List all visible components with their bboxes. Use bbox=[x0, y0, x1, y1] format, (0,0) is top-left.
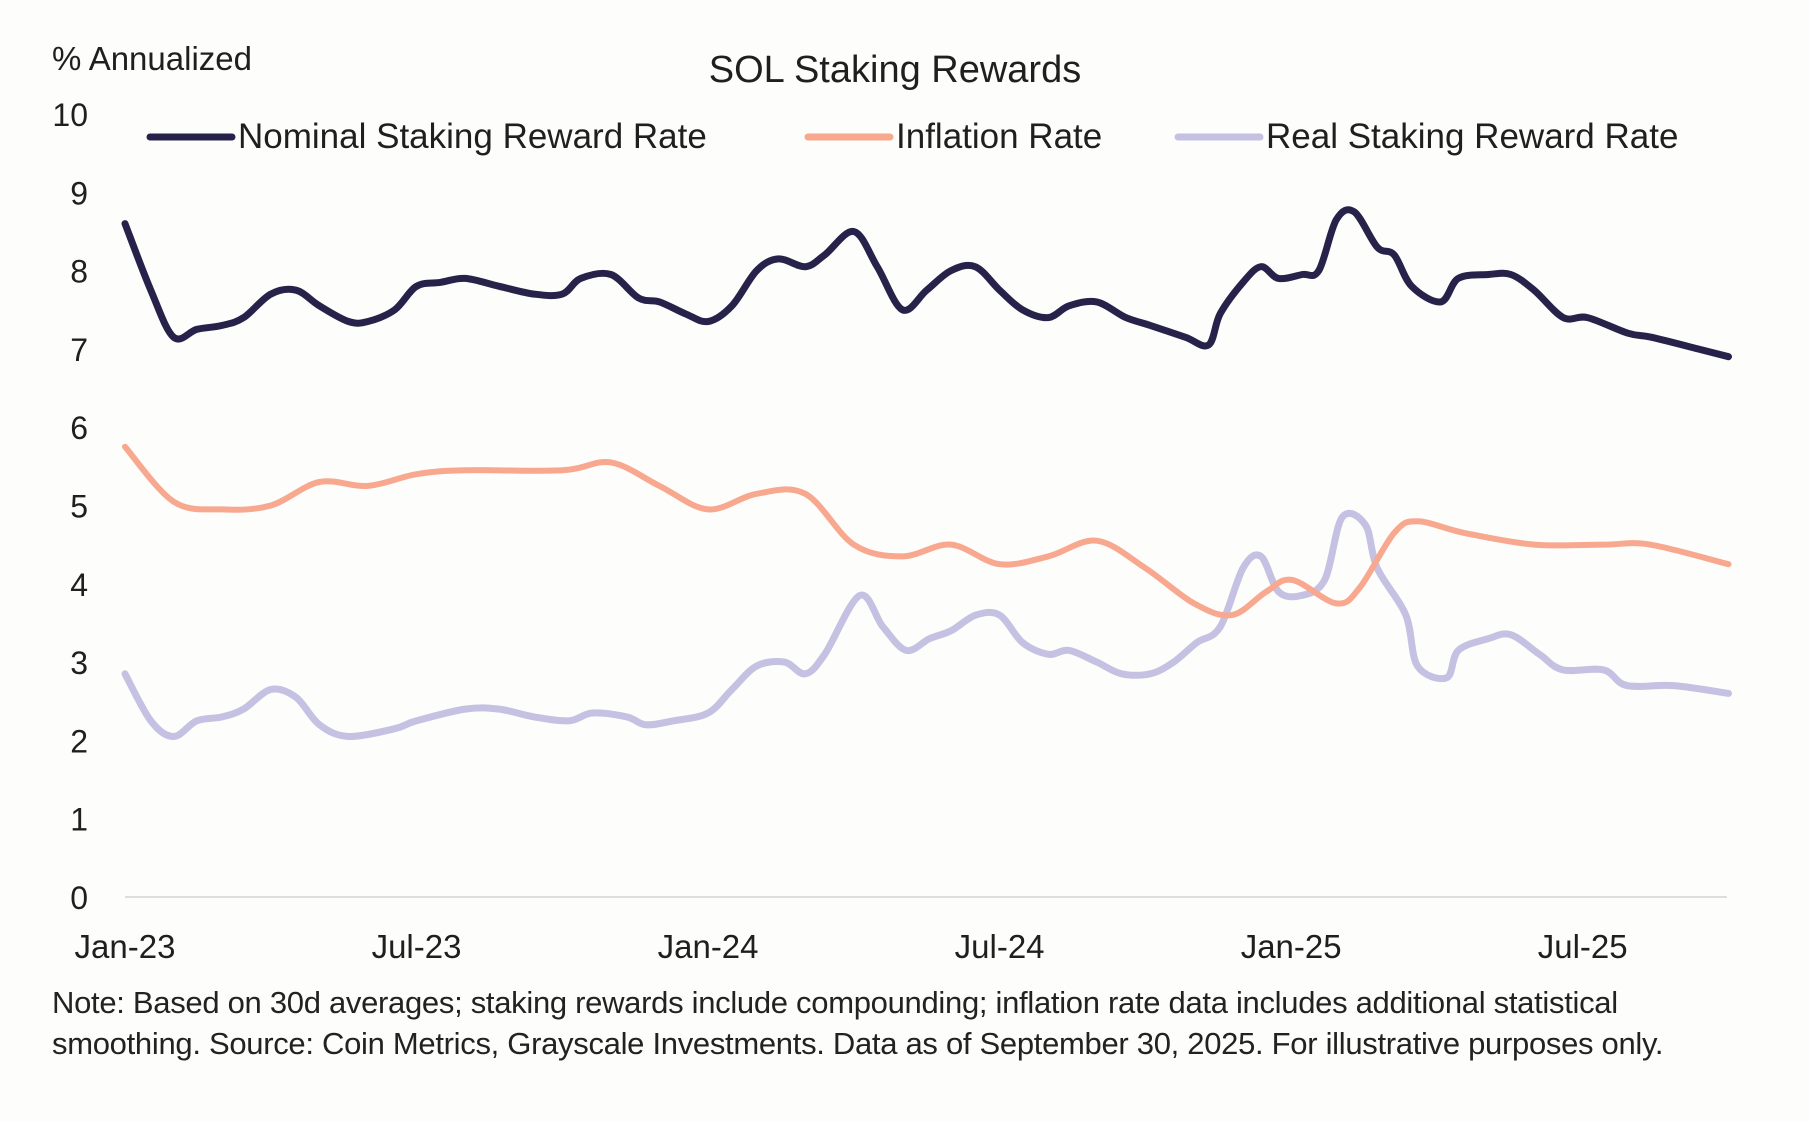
x-tick-label: Jan-25 bbox=[1241, 928, 1342, 965]
y-tick-label: 0 bbox=[70, 880, 88, 916]
real-staking-reward-line bbox=[121, 509, 1732, 741]
x-tick-label: Jul-24 bbox=[955, 928, 1045, 965]
y-tick-label: 9 bbox=[70, 175, 88, 211]
nominal-staking-reward-line bbox=[121, 206, 1732, 361]
legend-label: Nominal Staking Reward Rate bbox=[238, 117, 707, 156]
x-axis-ticks: Jan-23 Jul-23 Jan-24 Jul-24 Jan-25 Jul-25 bbox=[75, 928, 1628, 965]
y-tick-label: 10 bbox=[52, 97, 88, 133]
x-tick-label: Jan-24 bbox=[658, 928, 759, 965]
series-group bbox=[121, 206, 1732, 741]
y-tick-label: 5 bbox=[70, 489, 88, 525]
chart-footnote: Note: Based on 30d averages; staking rew… bbox=[52, 985, 1664, 1061]
y-tick-label: 2 bbox=[70, 723, 88, 759]
y-axis-label: % Annualized bbox=[52, 40, 252, 77]
chart-title: SOL Staking Rewards bbox=[709, 49, 1081, 91]
y-axis-ticks: 0 1 2 3 4 5 6 7 8 9 10 bbox=[52, 97, 88, 916]
legend-label: Real Staking Reward Rate bbox=[1266, 117, 1678, 156]
y-tick-label: 3 bbox=[70, 645, 88, 681]
y-tick-label: 4 bbox=[70, 567, 88, 603]
inflation-rate-line bbox=[122, 443, 1732, 619]
legend: Nominal Staking Reward Rate Inflation Rat… bbox=[146, 117, 1678, 156]
x-tick-label: Jul-25 bbox=[1538, 928, 1628, 965]
y-tick-label: 1 bbox=[70, 802, 88, 838]
x-tick-label: Jan-23 bbox=[75, 928, 176, 965]
legend-label: Inflation Rate bbox=[896, 117, 1102, 156]
y-tick-label: 6 bbox=[70, 410, 88, 446]
y-tick-label: 8 bbox=[70, 254, 88, 290]
y-tick-label: 7 bbox=[70, 332, 88, 368]
x-tick-label: Jul-23 bbox=[372, 928, 462, 965]
